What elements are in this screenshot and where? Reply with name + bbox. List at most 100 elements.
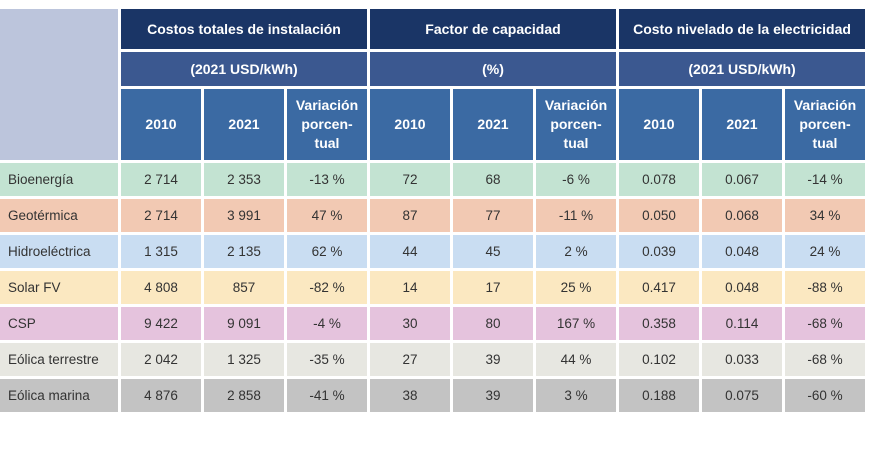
header-blank-cell [0,9,118,160]
table-cell: 2 714 [121,199,201,232]
table-cell: 2 858 [204,379,284,412]
group-title-installation: Costos totales de instalación [121,9,367,49]
table-cell: 9 422 [121,307,201,340]
table-cell: -88 % [785,271,865,304]
variation-line-2: porcen- [550,116,602,132]
table-row: Solar FV 4 808 857 -82 % 14 17 25 % 0.417 0.048-… [0,271,865,304]
row-label: Solar FV [0,271,118,304]
table-cell: 24 % [785,235,865,268]
table-cell: 857 [204,271,284,304]
table-cell: 25 % [536,271,616,304]
table-cell: 44 % [536,343,616,376]
table-cell: 2 % [536,235,616,268]
col-header-2010: 2010 [619,89,699,160]
row-label: CSP [0,307,118,340]
row-label: Eólica marina [0,379,118,412]
table-cell: -68 % [785,343,865,376]
cost-table: Costos totales de instalación Factor de … [0,6,868,415]
variation-line-1: Variación [295,97,359,113]
variation-line-3: tual [812,135,838,151]
table-cell: 0.039 [619,235,699,268]
table-cell: 0.078 [619,163,699,196]
row-label: Bioenergía [0,163,118,196]
table-cell: 2 714 [121,163,201,196]
table-cell: 87 [370,199,450,232]
table-cell: 2 042 [121,343,201,376]
table-cell: 3 % [536,379,616,412]
col-header-2021: 2021 [702,89,782,160]
table-cell: 0.050 [619,199,699,232]
table-cell: -4 % [287,307,367,340]
variation-line-2: porcen- [799,116,851,132]
table-cell: 39 [453,343,533,376]
table-cell: 17 [453,271,533,304]
table-cell: -14 % [785,163,865,196]
table-cell: 4 808 [121,271,201,304]
table-cell: 0.075 [702,379,782,412]
table-cell: -68 % [785,307,865,340]
table-cell: -60 % [785,379,865,412]
table-cell: 0.048 [702,271,782,304]
group-title-capacity: Factor de capacidad [370,9,616,49]
group-unit-capacity: (%) [370,52,616,86]
table-cell: 0.114 [702,307,782,340]
table-cell: 167 % [536,307,616,340]
col-header-2010: 2010 [121,89,201,160]
col-header-variation: Variación porcen- tual [287,89,367,160]
table-cell: 0.358 [619,307,699,340]
col-header-variation: Variación porcen- tual [536,89,616,160]
table-cell: 2 353 [204,163,284,196]
col-header-2021: 2021 [453,89,533,160]
row-label: Hidroeléctrica [0,235,118,268]
table-cell: -11 % [536,199,616,232]
variation-line-2: porcen- [301,116,353,132]
table-cell: 0.067 [702,163,782,196]
table-cell: -41 % [287,379,367,412]
col-header-variation: Variación porcen- tual [785,89,865,160]
table-row: Eólica marina 4 876 2 858 -41 % 38 39 3 % 0.188… [0,379,865,412]
table-cell: 72 [370,163,450,196]
table-cell: 0.188 [619,379,699,412]
table-cell: 80 [453,307,533,340]
table-cell: -82 % [287,271,367,304]
row-label: Geotérmica [0,199,118,232]
table-cell: 68 [453,163,533,196]
table-cell: 34 % [785,199,865,232]
table-row: Bioenergía 2 714 2 353 -13 % 72 68 -6 % 0.078 0.… [0,163,865,196]
table-cell: 47 % [287,199,367,232]
group-unit-lcoe: (2021 USD/kWh) [619,52,865,86]
col-header-2021: 2021 [204,89,284,160]
table-cell: 39 [453,379,533,412]
row-label: Eólica terrestre [0,343,118,376]
table-cell: 3 991 [204,199,284,232]
table-row: Geotérmica 2 714 3 991 47 % 87 77 -11 % 0.050 0.… [0,199,865,232]
col-header-2010: 2010 [370,89,450,160]
table-cell: 9 091 [204,307,284,340]
table-cell: 0.048 [702,235,782,268]
table-cell: 38 [370,379,450,412]
table-cell: 0.417 [619,271,699,304]
table-row: Eólica terrestre 2 042 1 325 -35 % 27 39 44 % 0… [0,343,865,376]
variation-line-1: Variación [544,97,608,113]
table-row: Hidroeléctrica 1 315 2 135 62 % 44 45 2 % 0.039… [0,235,865,268]
table-cell: 14 [370,271,450,304]
table-row: CSP 9 422 9 091 -4 % 30 80 167 % 0.358 0.114 -68 … [0,307,865,340]
table-cell: 2 135 [204,235,284,268]
group-unit-installation: (2021 USD/kWh) [121,52,367,86]
variation-line-1: Variación [793,97,857,113]
table-cell: 27 [370,343,450,376]
table-cell: 0.068 [702,199,782,232]
table-cell: 62 % [287,235,367,268]
group-title-lcoe: Costo nivelado de la electricidad [619,9,865,49]
table-cell: 1 325 [204,343,284,376]
variation-line-3: tual [314,135,340,151]
table-cell: 1 315 [121,235,201,268]
table-cell: 77 [453,199,533,232]
table-cell: 45 [453,235,533,268]
table-body: Bioenergía 2 714 2 353 -13 % 72 68 -6 % 0.078 0.… [0,163,865,412]
table-cell: 30 [370,307,450,340]
table-cell: 0.033 [702,343,782,376]
table-cell: 0.102 [619,343,699,376]
table-cell: 44 [370,235,450,268]
table-cell: -35 % [287,343,367,376]
